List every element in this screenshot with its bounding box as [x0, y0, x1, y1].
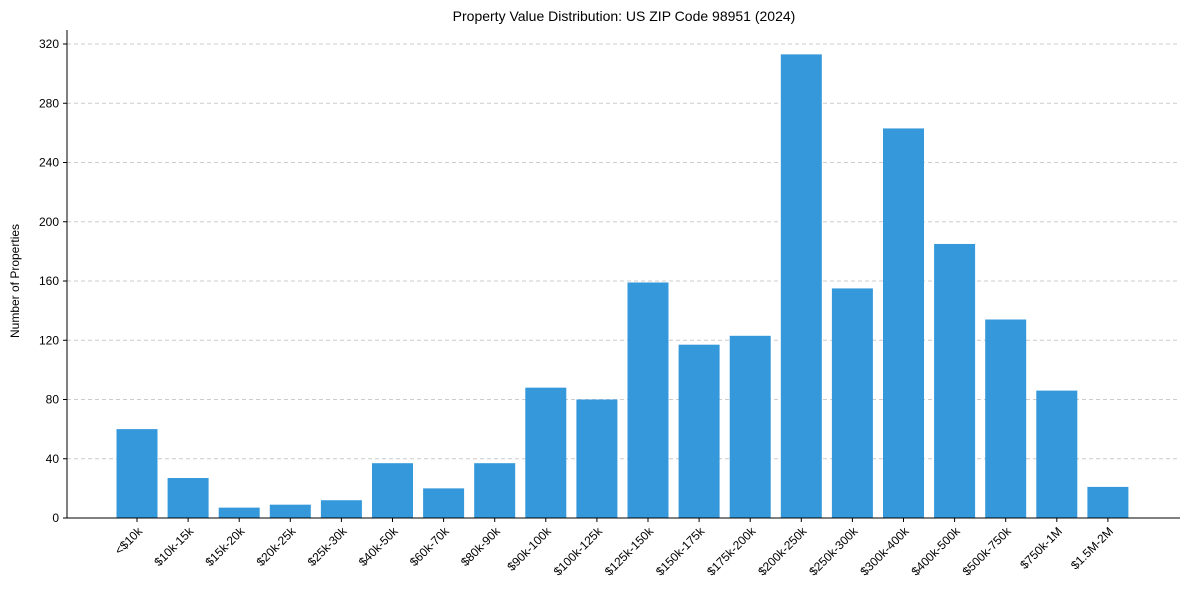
bar: [372, 463, 413, 518]
bar: [1087, 486, 1129, 518]
x-tick-label: $40k-50k: [356, 524, 402, 570]
bar: [1036, 390, 1078, 518]
chart-title: Property Value Distribution: US ZIP Code…: [453, 8, 796, 24]
bar: [627, 282, 669, 518]
x-tick-label: $1.5M-2M: [1068, 524, 1116, 572]
bar: [218, 507, 260, 518]
x-tick-label: $10k-15k: [151, 524, 197, 570]
bar: [525, 387, 567, 518]
bar: [780, 54, 822, 519]
bar: [423, 488, 465, 518]
bar: [116, 429, 158, 518]
y-tick-label: 320: [39, 37, 59, 51]
y-axis-label: Number of Properties: [8, 224, 22, 338]
x-tick-label: <$10k: [112, 524, 146, 558]
x-tick-label: $25k-30k: [305, 524, 351, 570]
y-tick-label: 40: [46, 452, 60, 466]
bar: [831, 288, 873, 518]
y-tick-label: 120: [39, 333, 59, 347]
y-tick-label: 160: [39, 274, 59, 288]
x-tick-label: $60k-70k: [407, 524, 453, 570]
x-tick-label: $400k-500k: [908, 524, 963, 579]
x-tick-label: $90k-100k: [504, 524, 554, 574]
bar: [729, 335, 771, 518]
x-tick-label: $125k-150k: [602, 524, 657, 579]
x-tick-label: $175k-200k: [704, 524, 759, 579]
bar: [474, 463, 516, 518]
y-tick-label: 200: [39, 215, 59, 229]
y-tick-label: 80: [46, 393, 60, 407]
y-tick-label: 0: [52, 511, 59, 525]
bar: [576, 399, 618, 518]
bar: [985, 319, 1027, 518]
x-tick-label: $100k-125k: [551, 524, 606, 579]
x-tick-label: $150k-175k: [653, 524, 708, 579]
x-tick-label: $750k-1M: [1017, 524, 1065, 572]
y-tick-label: 240: [39, 156, 59, 170]
bar: [167, 478, 209, 518]
x-tick-label: $300k-400k: [857, 524, 912, 579]
y-tick-label: 280: [39, 96, 59, 110]
bar: [883, 128, 924, 518]
x-tick-label: $250k-300k: [806, 524, 861, 579]
bar: [678, 344, 720, 518]
x-tick-label: $80k-90k: [458, 524, 504, 570]
bar: [320, 500, 362, 518]
x-tick-label: $15k-20k: [203, 524, 249, 570]
bar: [269, 504, 311, 518]
x-tick-label: $500k-750k: [960, 524, 1015, 579]
bar: [934, 243, 976, 518]
x-tick-label: $20k-25k: [254, 524, 300, 570]
x-tick-label: $200k-250k: [755, 524, 810, 579]
